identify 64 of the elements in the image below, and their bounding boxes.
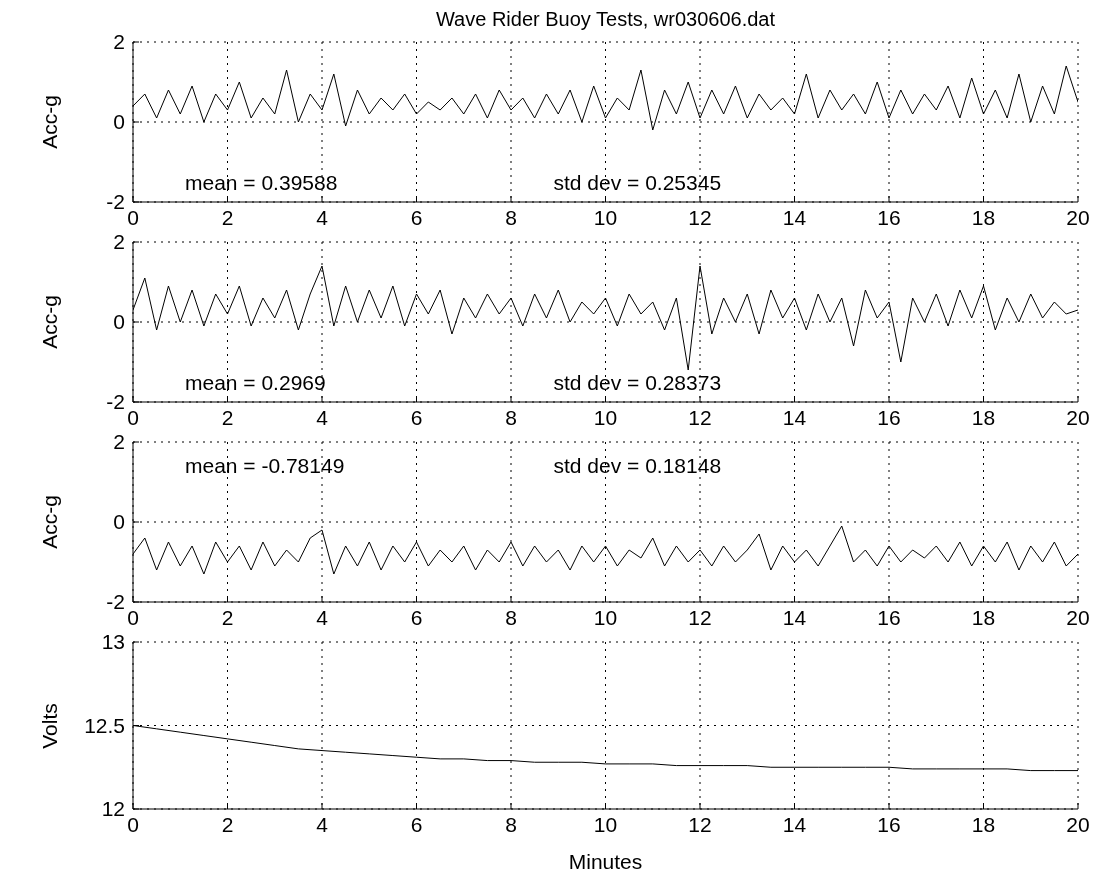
annotation: std dev = 0.28373 xyxy=(553,370,722,395)
x-tick-label: 14 xyxy=(782,205,807,229)
x-tick-label: 6 xyxy=(410,605,423,629)
y-tick-label: -2 xyxy=(106,390,125,414)
x-tick-label: 18 xyxy=(971,605,996,629)
y-axis-title: Acc-g xyxy=(38,95,62,149)
x-tick-label: 4 xyxy=(316,405,329,429)
x-tick-label: 20 xyxy=(1066,812,1090,836)
x-tick-label: 10 xyxy=(593,205,618,229)
x-tick-label: 16 xyxy=(877,405,901,429)
y-tick-label: 2 xyxy=(113,230,125,254)
x-tick-label: 8 xyxy=(505,812,517,836)
x-tick-label: 2 xyxy=(221,405,234,429)
x-tick-label: 4 xyxy=(316,205,329,229)
x-tick-label: 18 xyxy=(971,205,996,229)
x-tick-label: 14 xyxy=(782,605,807,629)
y-tick-label: -2 xyxy=(106,590,125,614)
x-tick-label: 8 xyxy=(505,205,517,229)
x-tick-label: 18 xyxy=(971,812,996,836)
x-tick-label: 10 xyxy=(593,605,618,629)
x-tick-label: 16 xyxy=(877,605,901,629)
x-axis-title: Minutes xyxy=(568,850,643,873)
y-tick-label: 0 xyxy=(113,310,125,334)
y-tick-label: 2 xyxy=(113,30,125,54)
y-tick-label: 13 xyxy=(101,630,125,654)
annotation: mean = 0.2969 xyxy=(184,370,326,395)
x-tick-label: 12 xyxy=(688,605,712,629)
annotation: mean = 0.39588 xyxy=(184,170,338,195)
x-tick-label: 16 xyxy=(877,205,901,229)
chart-title: Wave Rider Buoy Tests, wr030606.dat xyxy=(434,8,777,32)
x-tick-label: 6 xyxy=(410,405,423,429)
x-tick-label: 6 xyxy=(410,812,423,836)
y-axis-title: Acc-g xyxy=(38,495,62,549)
x-tick-label: 8 xyxy=(505,605,517,629)
x-tick-label: 4 xyxy=(316,605,329,629)
x-tick-label: 2 xyxy=(221,605,234,629)
x-tick-label: 12 xyxy=(688,812,712,836)
y-axis-title: Volts xyxy=(38,702,62,749)
x-tick-label: 10 xyxy=(593,405,618,429)
x-tick-label: 12 xyxy=(688,405,712,429)
x-tick-label: 10 xyxy=(593,812,618,836)
y-tick-label: 0 xyxy=(113,510,125,534)
y-axis-title: Acc-g xyxy=(38,295,62,349)
x-tick-label: 2 xyxy=(221,205,234,229)
x-tick-label: 4 xyxy=(316,812,329,836)
x-tick-label: 20 xyxy=(1066,205,1090,229)
y-tick-label: 0 xyxy=(113,110,125,134)
x-tick-label: 20 xyxy=(1066,405,1090,429)
x-tick-label: 16 xyxy=(877,812,901,836)
annotation: std dev = 0.25345 xyxy=(553,170,722,195)
x-tick-label: 2 xyxy=(221,812,234,836)
y-tick-label: 2 xyxy=(113,430,125,454)
annotation: std dev = 0.18148 xyxy=(553,454,722,478)
x-tick-label: 14 xyxy=(782,812,807,836)
y-tick-label: -2 xyxy=(106,190,125,214)
x-tick-label: 18 xyxy=(971,405,996,429)
y-tick-label: 12 xyxy=(101,797,125,821)
x-tick-label: 6 xyxy=(410,205,423,229)
annotation: mean = -0.78149 xyxy=(184,454,345,478)
x-tick-label: 20 xyxy=(1066,605,1090,629)
x-tick-label: 8 xyxy=(505,405,517,429)
y-tick-label: 12.5 xyxy=(84,713,125,737)
x-tick-label: 12 xyxy=(688,205,712,229)
x-tick-label: 14 xyxy=(782,405,807,429)
